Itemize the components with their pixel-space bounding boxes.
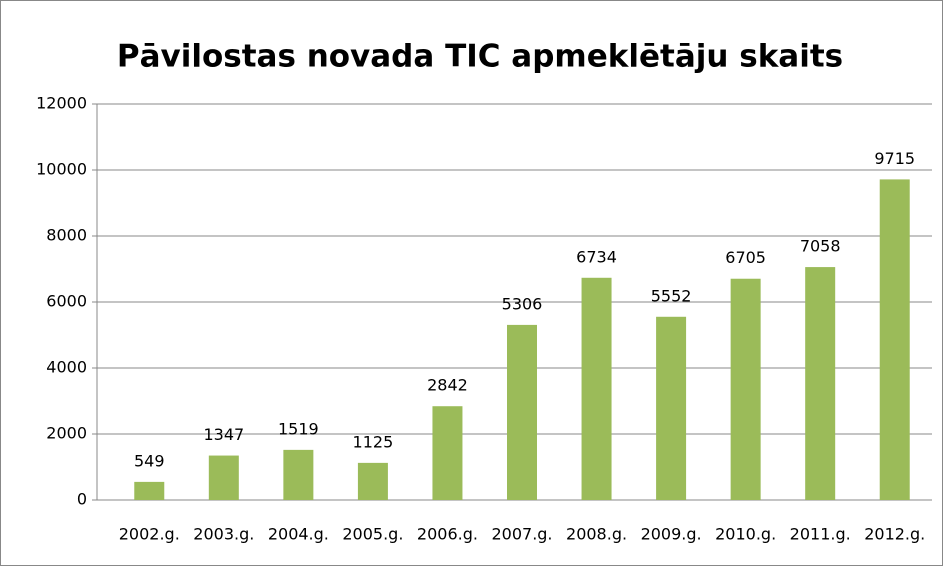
bar [805,267,836,500]
x-tick-label: 2006.g. [417,525,478,544]
x-tick-label: 2005.g. [342,525,403,544]
bar [208,455,239,500]
data-label: 9715 [874,149,915,168]
y-tick-label: 2000 [46,424,87,443]
bar [507,324,537,500]
bar [879,179,910,500]
y-tick-label: 10000 [36,160,87,179]
bar [357,462,388,500]
bar [730,278,761,500]
bar [581,277,612,500]
data-label: 2842 [427,376,468,395]
bar [283,449,314,500]
y-tick-label: 0 [77,490,87,509]
chart-title: Pāvilostas novada TIC apmeklētāju skaits [117,39,843,75]
x-tick-label: 2012.g. [864,525,925,544]
x-tick-label: 2011.g. [790,525,851,544]
x-tick-label: 2002.g. [119,525,180,544]
data-label: 5306 [502,294,543,313]
x-tick-label: 2004.g. [268,525,329,544]
y-tick-label: 4000 [46,358,87,377]
data-label: 1519 [278,419,319,438]
data-label: 549 [134,451,165,470]
x-tick-label: 2003.g. [193,525,254,544]
bar [134,481,165,500]
y-tick-label: 8000 [46,226,87,245]
y-tick-label: 6000 [46,292,87,311]
data-label: 7058 [800,237,841,256]
bar [432,406,463,500]
data-label: 6705 [725,248,766,267]
x-tick-label: 2007.g. [491,525,552,544]
data-label: 1125 [353,432,394,451]
data-label: 6734 [576,247,617,266]
data-label: 5552 [651,286,692,305]
data-label: 1347 [203,425,244,444]
y-tick-label: 12000 [36,94,87,113]
bar [656,316,687,500]
x-tick-label: 2010.g. [715,525,776,544]
x-tick-label: 2009.g. [641,525,702,544]
x-tick-label: 2008.g. [566,525,627,544]
